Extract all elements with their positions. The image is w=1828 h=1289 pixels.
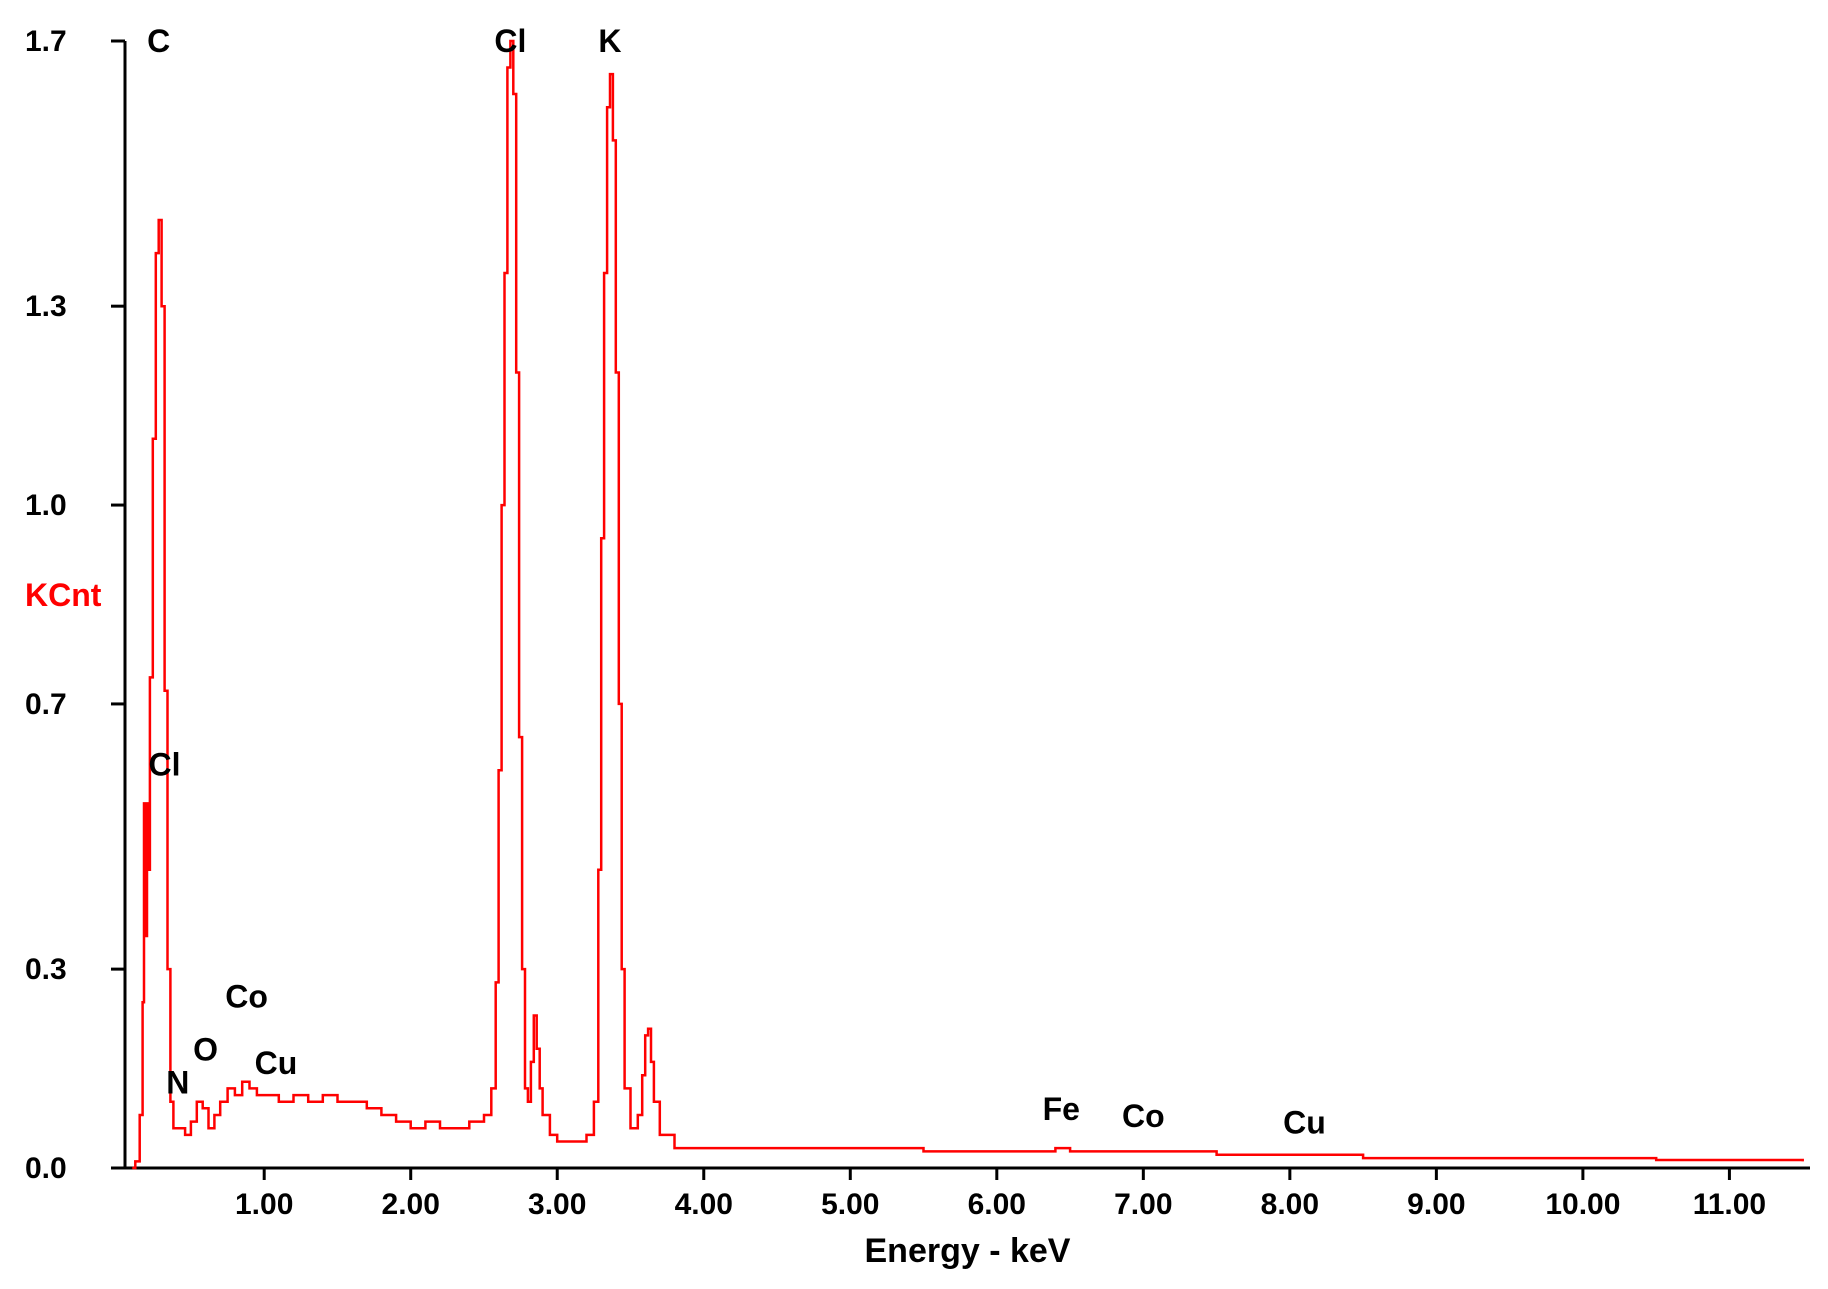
- peak-label: Cu: [1283, 1104, 1326, 1140]
- peak-label: N: [166, 1065, 189, 1101]
- y-tick-label: 0.3: [25, 953, 67, 986]
- x-tick-label: 11.00: [1693, 1188, 1766, 1221]
- x-tick-label: 9.00: [1407, 1188, 1465, 1221]
- x-tick-label: 6.00: [968, 1188, 1026, 1221]
- peak-label: K: [598, 23, 621, 59]
- peak-label: Co: [1122, 1098, 1165, 1134]
- x-ticks: 1.00 2.00 3.00 4.00 5.00 6.00 7.00 8.00 9.00 10.0…: [235, 1168, 1766, 1221]
- y-tick-label: 1.3: [25, 290, 67, 323]
- axes: [123, 41, 1810, 1170]
- y-tick-label: 0.7: [25, 688, 67, 721]
- peak-label: C: [147, 23, 170, 59]
- x-tick-label: 2.00: [382, 1188, 440, 1221]
- peak-label: Cl: [149, 746, 181, 782]
- y-axis-title: KCnt: [25, 577, 102, 613]
- x-axis-title: Energy - keV: [865, 1232, 1071, 1270]
- peak-label: Cu: [255, 1045, 298, 1081]
- x-tick-label: 10.00: [1545, 1188, 1620, 1221]
- x-tick-label: 1.00: [235, 1188, 293, 1221]
- y-tick-label: 0.0: [25, 1152, 67, 1185]
- x-tick-label: 5.00: [821, 1188, 879, 1221]
- peak-label: Co: [225, 979, 268, 1015]
- y-tick-label: 1.7: [25, 25, 67, 58]
- x-tick-label: 3.00: [528, 1188, 586, 1221]
- x-tick-label: 7.00: [1114, 1188, 1172, 1221]
- x-tick-label: 4.00: [675, 1188, 733, 1221]
- y-tick-label: 1.0: [25, 489, 67, 522]
- peak-label: Cl: [494, 23, 526, 59]
- peak-label: O: [193, 1032, 218, 1068]
- peak-label: Fe: [1043, 1091, 1080, 1127]
- y-ticks: 0.0 0.3 0.7 1.0 1.3 1.7: [25, 25, 125, 1185]
- spectrum-line: [132, 39, 1804, 1170]
- x-tick-label: 8.00: [1261, 1188, 1319, 1221]
